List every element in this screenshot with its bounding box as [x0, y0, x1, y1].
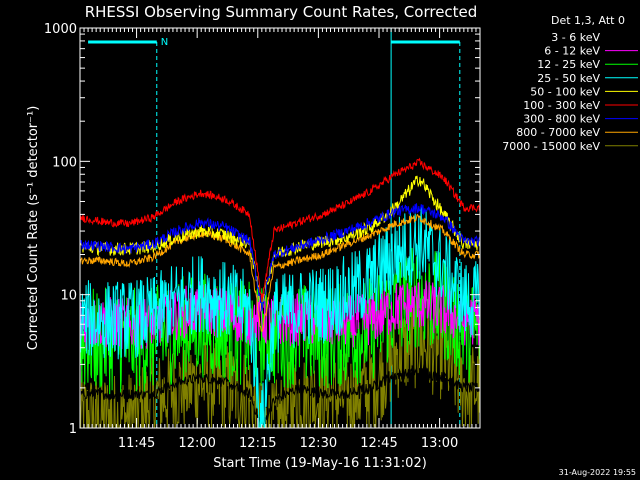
y-tick-label: 1: [69, 422, 77, 437]
annotation-label: N: [161, 37, 168, 48]
legend-label: 12 - 25 keV: [537, 58, 600, 71]
chart-title: RHESSI Observing Summary Count Rates, Co…: [85, 3, 478, 21]
x-tick-label: 12:45: [360, 436, 397, 451]
x-tick-label: 12:00: [178, 436, 215, 451]
series-line-4: [80, 175, 480, 311]
legend-label: 100 - 300 keV: [523, 99, 600, 112]
series-layer: [80, 157, 480, 428]
footer-timestamp: 31-Aug-2022 19:55: [559, 468, 636, 477]
legend-label: 7000 - 15000 keV: [502, 140, 600, 153]
series-line-8: [80, 296, 480, 428]
series-line-5: [80, 157, 480, 302]
series-line-7: [80, 213, 480, 332]
plot-area: N: [80, 28, 480, 428]
x-tick-label: 12:30: [300, 436, 337, 451]
x-axis-label: Start Time (19-May-16 11:31:02): [213, 456, 427, 471]
x-tick-label: 11:45: [118, 436, 155, 451]
x-tick-label: 13:00: [421, 436, 458, 451]
legend-label: 25 - 50 keV: [537, 72, 600, 85]
y-axis-label: Corrected Count Rate (s⁻¹ detector⁻¹): [26, 106, 41, 351]
y-tick-label: 1000: [44, 22, 77, 37]
series-line-0: [80, 367, 480, 428]
plot-frame: [79, 27, 481, 429]
legend-label: 6 - 12 keV: [544, 45, 600, 58]
y-tick-label: 10: [60, 289, 77, 304]
legend-label: 50 - 100 keV: [530, 85, 600, 98]
axis-ticks: 11:45 12:00 12:15 12:30 12:45 13:00 1 10 100 1000: [44, 22, 481, 451]
x-tick-label: 12:15: [239, 436, 276, 451]
series-line-3: [80, 206, 480, 428]
legend-title: Det 1,3, Att 0: [551, 14, 625, 27]
legend-label: 800 - 7000 keV: [516, 126, 600, 139]
y-tick-label: 100: [52, 155, 77, 170]
legend-label: 300 - 800 keV: [523, 113, 600, 126]
legend-label: 3 - 6 keV: [551, 31, 600, 44]
series-line-6: [80, 203, 480, 312]
